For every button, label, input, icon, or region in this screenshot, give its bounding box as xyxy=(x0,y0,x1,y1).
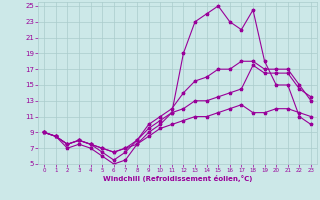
X-axis label: Windchill (Refroidissement éolien,°C): Windchill (Refroidissement éolien,°C) xyxy=(103,175,252,182)
